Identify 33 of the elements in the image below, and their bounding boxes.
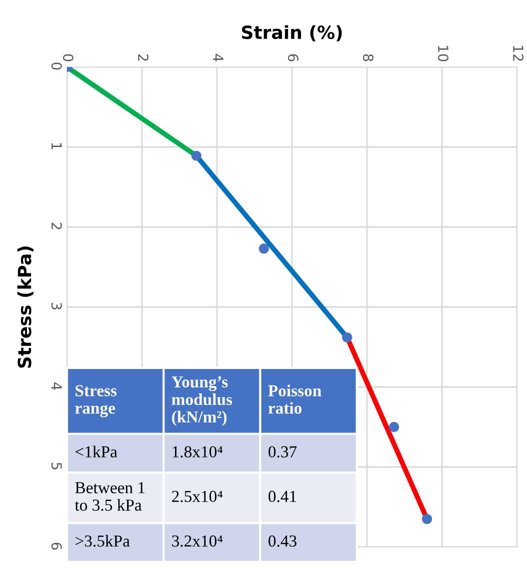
annotation: Poisson ratio xyxy=(268,384,322,414)
annotation: <1kPa xyxy=(76,446,118,458)
point xyxy=(191,150,202,161)
y-axis-title: Stress (kPa) xyxy=(17,246,34,368)
x-tick-label: 12 xyxy=(513,46,524,61)
point xyxy=(422,514,432,524)
x-tick-label: 4 xyxy=(213,54,224,62)
y-tick-label: 2 xyxy=(52,222,62,230)
x-tick-label: 6 xyxy=(288,54,298,62)
y-tick-label: 5 xyxy=(51,462,62,470)
x-tick-label: 10 xyxy=(438,46,448,62)
annotation: 1.8x10⁴ xyxy=(172,446,222,458)
y-tick-label: 6 xyxy=(51,542,62,550)
annotation: >3.5kPa xyxy=(76,534,130,547)
annotation: 0.41 xyxy=(268,490,296,502)
x-axis-title: Strain (%) xyxy=(242,25,342,42)
x-tick-label: 0 xyxy=(62,54,74,62)
point xyxy=(388,422,400,432)
point xyxy=(258,244,269,254)
annotation: 0.43 xyxy=(268,535,296,547)
annotation: 0.37 xyxy=(268,446,297,458)
y-tick-label: 3 xyxy=(51,302,62,310)
x-tick-label: 2 xyxy=(138,54,148,61)
point xyxy=(342,332,352,342)
x-tick-label: 8 xyxy=(362,54,374,62)
annotation: Stress range xyxy=(75,385,117,418)
annotation: Between 1 to 3.5 kPa xyxy=(74,482,145,511)
y-tick-label: 0 xyxy=(51,62,62,70)
y-tick-label: 4 xyxy=(52,382,62,390)
y-tick-label: 1 xyxy=(52,143,62,150)
annotation: 3.2x10⁴ xyxy=(172,535,222,547)
annotation: 2.5x10⁴ xyxy=(172,490,222,502)
annotation: Young’s modulus (kN/m²) xyxy=(172,376,232,426)
